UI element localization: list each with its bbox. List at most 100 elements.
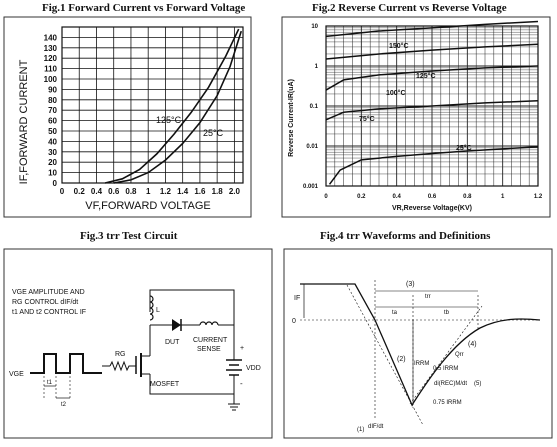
fig1-ytick-label: 130 — [44, 44, 58, 53]
vdd-minus: - — [240, 379, 243, 388]
fig2-series-125c-line — [325, 43, 539, 60]
current-sense-coil — [199, 321, 219, 326]
fig2-annotation-25c: 25°C — [456, 144, 472, 152]
ground-rail — [149, 374, 235, 395]
fig1-ytick-label: 90 — [48, 85, 57, 94]
fig1-xtick-label: 1 — [146, 187, 151, 196]
fig2-series-75c-line — [325, 100, 539, 121]
fig1-xtick-label: 1.8 — [212, 187, 224, 196]
circuit-note-2: RG CONTROL dIF/dt — [12, 299, 78, 306]
fig2-xtick-label: 0.8 — [463, 194, 472, 200]
half-irrm-label: 0.5 IRRM — [433, 366, 458, 372]
fig1-ytick-label: 50 — [48, 127, 57, 136]
fig3-frame — [3, 248, 273, 439]
fig2-annotation-125c: 125°C — [416, 72, 436, 80]
circuit-note-1: VGE AMPLITUDE AND — [12, 289, 85, 296]
trr-label: trr — [425, 294, 431, 300]
l3-label: (3) — [406, 281, 415, 288]
fig1-ytick-label: 0 — [53, 179, 58, 188]
dut-diode — [172, 319, 181, 331]
vdd-label: VDD — [246, 365, 261, 372]
fig1-xlabel: VF,FORWARD VOLTAGE — [85, 200, 211, 212]
fig2-ytick-label: 0.1 — [310, 104, 319, 110]
fig2-xtick-label: 1.2 — [534, 194, 543, 200]
inductor-lead — [149, 289, 235, 346]
fig2-xtick-label: 0.2 — [357, 194, 366, 200]
fig1-ytick-label: 80 — [48, 96, 57, 105]
if-label: IF — [294, 295, 300, 302]
fig1-series-125c-line — [104, 28, 240, 184]
rg-resistor — [109, 360, 136, 372]
fig1-ytick-label: 30 — [48, 148, 57, 157]
fig2-caption: Fig.2 Reverse Current vs Reverse Voltage — [312, 2, 507, 14]
fig2-xtick-label: 0.6 — [428, 194, 437, 200]
sense-label: SENSE — [197, 346, 221, 353]
rg-label: RG — [115, 351, 126, 358]
dut-label: DUT — [165, 339, 180, 346]
fig1-frame — [3, 16, 252, 218]
fig1-ytick-label: 20 — [48, 158, 57, 167]
fig2-ylabel: Reverse Current-IR(uA) — [288, 79, 295, 157]
fig2-ytick-label: 0.001 — [303, 184, 319, 190]
fig1-xtick-label: 0 — [60, 187, 65, 196]
ta-label: ta — [392, 310, 398, 316]
fig2-series-25c-line — [328, 146, 539, 185]
irrm-label: IRRM — [414, 361, 429, 367]
fig1-xtick-label: 0.2 — [74, 187, 86, 196]
dif-dt-label: dIF/dt — [368, 424, 384, 430]
l5-label: (5) — [474, 381, 481, 387]
fig1-ytick-label: 100 — [44, 75, 58, 84]
fig1-series-25c-line — [113, 30, 243, 184]
fig2-xtick-label: 1 — [501, 194, 505, 200]
fig1-xtick-label: 1.2 — [160, 187, 172, 196]
fig1-xtick-label: 0.4 — [91, 187, 103, 196]
fig2-ytick-label: 1 — [315, 64, 319, 70]
fig1-annotation-125c: 125°C — [156, 115, 182, 125]
fig1-ytick-label: 70 — [48, 106, 57, 115]
fig1-ytick-label: 140 — [44, 33, 58, 42]
zero-label: 0 — [292, 318, 296, 325]
fig1-annotation-25c: 25°C — [203, 128, 224, 138]
fig1-ytick-label: 120 — [44, 54, 58, 63]
fig1-ytick-label: 40 — [48, 137, 57, 146]
fig4-frame — [283, 248, 553, 439]
fig2-xlabel: VR,Reverse Voltage(KV) — [392, 205, 472, 212]
gate-pulse-train — [30, 353, 102, 374]
dif-tangent — [346, 284, 424, 426]
fig1-xtick-label: 0.6 — [108, 187, 120, 196]
fig3-caption: Fig.3 trr Test Circuit — [80, 230, 178, 242]
fig2-ytick-label: 0.01 — [306, 144, 318, 150]
l1-label: (1) — [357, 427, 364, 433]
t2-label: t2 — [61, 402, 67, 408]
fig1-xtick-label: 1.6 — [194, 187, 206, 196]
di-rec-label: di(REC)M/dt — [434, 381, 467, 387]
fig4-caption: Fig.4 trr Waveforms and Definitions — [320, 230, 491, 242]
fig2-annotation-100c: 100°C — [386, 89, 406, 97]
current-label: CURRENT — [193, 337, 228, 344]
fig1-plot-area — [61, 26, 244, 184]
inductor-l — [149, 295, 154, 321]
fig1-ytick-label: 10 — [48, 169, 57, 178]
fig2-xtick-label: 0 — [324, 194, 328, 200]
fig1-ytick-label: 110 — [44, 65, 57, 74]
fig2-series-100c-line — [325, 65, 539, 91]
l4-label: (4) — [468, 341, 477, 348]
recovery-waveform — [300, 283, 541, 407]
q75-label: 0.75 IRRM — [433, 400, 462, 406]
fig2-plot-area — [325, 25, 539, 187]
fig2-ytick-label: 10 — [311, 24, 318, 30]
l-label: L — [156, 307, 160, 314]
qrr-label: Qrr — [455, 352, 464, 358]
l2-label: (2) — [397, 356, 406, 363]
fig1-ytick-label: 60 — [48, 117, 57, 126]
t1-label: t1 — [47, 380, 53, 386]
vge-label: VGE — [9, 371, 24, 378]
fig1-ylabel: IF,FORWARD CURRENT — [18, 59, 30, 184]
fig2-annotation-150c: 150°C — [389, 42, 409, 50]
fig2-series-150c-line — [325, 20, 539, 38]
fig1-caption: Fig.1 Forward Current vs Forward Voltage — [42, 2, 246, 14]
